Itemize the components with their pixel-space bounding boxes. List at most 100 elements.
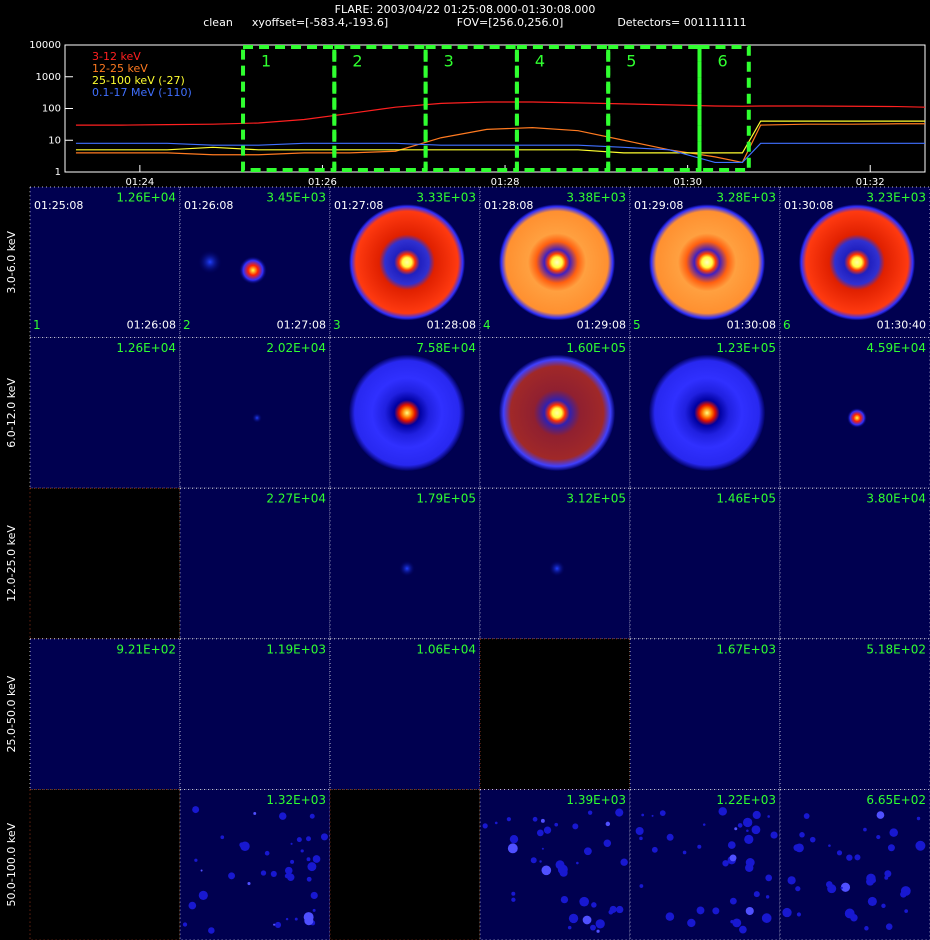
- x-tick-label: 01:30: [673, 177, 702, 188]
- source-emission: [847, 407, 867, 428]
- noise-blob: [770, 831, 778, 839]
- noise-blob: [846, 854, 853, 861]
- start-time: 01:27:08: [334, 199, 383, 212]
- noise-blob: [576, 861, 579, 865]
- noise-blob: [509, 834, 519, 844]
- peak-label: 1.19E+03: [266, 642, 326, 656]
- source-emission: [349, 204, 465, 321]
- noise-blob: [889, 828, 898, 837]
- noise-blob: [239, 842, 245, 848]
- x-tick-label: 01:32: [856, 177, 885, 188]
- energy-band-label: 6.0-12.0 keV: [5, 378, 18, 448]
- noise-blob: [591, 902, 597, 908]
- noise-blob: [543, 826, 552, 834]
- x-tick-label: 01:28: [491, 177, 520, 188]
- noise-blob: [286, 873, 295, 881]
- noise-blob: [482, 823, 488, 829]
- noise-blob: [746, 829, 749, 833]
- noise-blob: [494, 821, 498, 825]
- peak-label: 1.32E+03: [266, 793, 326, 807]
- noise-blob: [309, 813, 315, 819]
- x-tick-label: 01:24: [125, 177, 154, 188]
- image-panel: [479, 638, 631, 790]
- noise-blob: [595, 919, 605, 929]
- legend-entry: 0.1-17 MeV (-110): [92, 86, 192, 99]
- image-content: [499, 204, 615, 321]
- interval-label: 4: [535, 52, 545, 71]
- image-content: [399, 560, 415, 577]
- image-content: [782, 811, 926, 931]
- source-emission: [349, 354, 465, 471]
- end-time: 01:29:08: [577, 319, 626, 332]
- start-time: 01:29:08: [634, 199, 683, 212]
- noise-blob: [827, 884, 837, 894]
- noise-blob: [590, 924, 596, 931]
- start-time: 01:28:08: [484, 199, 533, 212]
- image-panel: [29, 186, 181, 339]
- image-panel: [29, 638, 181, 790]
- interval-box: [697, 45, 751, 172]
- image-content: [252, 412, 262, 423]
- noise-blob: [795, 886, 801, 892]
- image-panel: [329, 638, 481, 790]
- noise-blob: [615, 808, 624, 817]
- noise-blob: [307, 862, 317, 872]
- noise-blob: [198, 890, 208, 900]
- noise-blob: [320, 833, 328, 841]
- noise-blob: [582, 915, 592, 925]
- noise-blob: [310, 891, 318, 900]
- interval-box: [606, 45, 702, 172]
- noise-blob: [305, 836, 311, 842]
- noise-blob: [666, 833, 674, 841]
- noise-blob: [507, 843, 518, 854]
- noise-blob: [639, 836, 643, 841]
- noise-blob: [567, 925, 572, 930]
- peak-label: 9.21E+02: [116, 642, 176, 656]
- end-time: 01:26:08: [127, 319, 176, 332]
- noise-blob: [560, 895, 569, 904]
- peak-label: 1.39E+03: [566, 793, 626, 807]
- noise-blob: [737, 823, 743, 828]
- image-panel: [779, 487, 930, 640]
- noise-blob: [793, 844, 801, 852]
- peak-label: 3.12E+05: [566, 492, 626, 506]
- interval-box: [514, 45, 611, 172]
- noise-blob: [836, 850, 843, 856]
- legend-entry: 25-100 keV (-27): [92, 74, 185, 87]
- noise-blob: [616, 905, 624, 914]
- y-tick-label: 1000: [36, 72, 61, 83]
- image-panel: [629, 638, 781, 790]
- noise-blob: [702, 823, 706, 826]
- peak-label: 1.23E+05: [716, 341, 776, 355]
- end-time: 01:28:08: [427, 319, 476, 332]
- noise-blob: [306, 857, 311, 862]
- image-content: [198, 250, 267, 285]
- noise-blob: [765, 895, 770, 899]
- peak-label: 3.23E+03: [866, 191, 926, 205]
- peak-label: 2.02E+04: [266, 341, 326, 355]
- noise-blob: [881, 903, 886, 909]
- noise-blob: [303, 912, 314, 923]
- noise-blob: [665, 912, 675, 921]
- noise-blob: [742, 817, 753, 828]
- noise-blob: [799, 832, 805, 838]
- noise-blob: [641, 813, 645, 817]
- noise-blob: [682, 850, 687, 855]
- noise-blob: [687, 918, 696, 928]
- noise-blob: [844, 908, 855, 919]
- noise-blob: [532, 816, 538, 822]
- noise-blob: [194, 858, 198, 862]
- x-tick-label: 01:26: [308, 177, 337, 188]
- noise-blob: [753, 891, 760, 898]
- noise-blob: [247, 881, 251, 886]
- image-content: [499, 354, 615, 471]
- interval-box: [332, 45, 428, 172]
- energy-band-label: 12.0-25.0 keV: [5, 525, 18, 602]
- noise-blob: [285, 917, 289, 921]
- noise-blob: [900, 886, 911, 896]
- noise-blob: [864, 926, 869, 931]
- noise-blob: [635, 826, 644, 836]
- noise-blob: [270, 870, 277, 877]
- image-content: [649, 354, 765, 471]
- interval-box: [423, 45, 519, 172]
